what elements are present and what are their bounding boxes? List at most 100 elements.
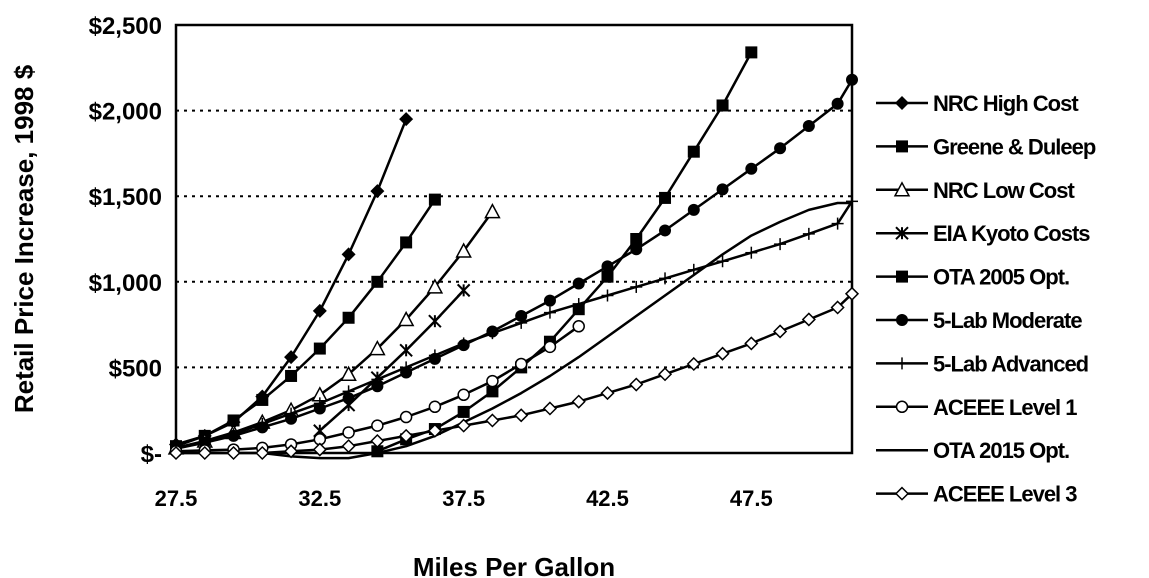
data-point — [486, 385, 499, 398]
data-point — [514, 408, 529, 423]
legend-marker — [894, 486, 910, 501]
legend-label: 5-Lab Advanced — [933, 351, 1088, 376]
data-point — [846, 195, 858, 208]
data-point — [342, 385, 355, 398]
data-point — [426, 278, 444, 294]
data-point — [284, 350, 299, 365]
data-point — [543, 340, 557, 354]
data-point — [455, 242, 472, 258]
data-point — [601, 270, 614, 283]
data-point — [846, 73, 858, 86]
y-axis-ticks: $- $500 $1,000 $1,500 $2,000 $2,500 — [89, 13, 162, 468]
data-point — [716, 183, 729, 196]
data-point — [486, 327, 499, 340]
legend-label: OTA 2005 Opt. — [933, 265, 1069, 290]
legend-marker — [895, 226, 909, 240]
legend-marker — [896, 357, 908, 370]
legend-label: ACEEE Level 3 — [933, 482, 1077, 507]
series-eia-kyoto-costs — [313, 283, 471, 438]
data-point — [744, 336, 759, 351]
data-point — [745, 162, 758, 175]
data-point — [227, 428, 240, 441]
data-point — [313, 397, 326, 410]
legend-marker — [895, 96, 909, 110]
data-point — [341, 439, 356, 454]
data-point — [399, 112, 414, 127]
y-tick-label: $- — [141, 441, 162, 468]
data-point — [428, 193, 441, 206]
data-point — [397, 310, 415, 327]
data-point — [601, 289, 614, 302]
series-line-greene-duleep — [175, 198, 436, 448]
data-point — [659, 191, 672, 204]
series-layer — [167, 46, 860, 461]
data-point — [168, 445, 184, 461]
data-point — [542, 401, 558, 416]
data-point — [687, 203, 700, 216]
legend-label: Greene & Duleep — [933, 134, 1096, 159]
data-point — [313, 342, 326, 355]
data-point — [657, 367, 673, 382]
data-point — [572, 277, 585, 290]
data-point — [716, 99, 729, 112]
series-aceee-level-3 — [168, 286, 860, 461]
data-point — [830, 300, 845, 315]
data-point — [312, 442, 327, 457]
data-point — [457, 405, 470, 418]
legend-marker — [896, 270, 908, 283]
data-point — [342, 311, 355, 324]
data-point — [342, 426, 355, 439]
data-point — [457, 337, 470, 350]
data-point — [629, 377, 644, 392]
series-5-lab-moderate — [170, 73, 858, 454]
data-point — [226, 445, 241, 461]
data-point — [773, 324, 788, 339]
data-point — [543, 306, 556, 319]
legend-marker — [896, 140, 908, 153]
data-point — [831, 97, 844, 110]
data-point — [369, 339, 386, 356]
legend-item-aceee-level-1: ACEEE Level 1 — [876, 395, 1078, 420]
data-point — [659, 224, 672, 237]
data-point — [572, 298, 585, 311]
y-tick-label: $500 — [109, 355, 162, 382]
legend-label: OTA 2015 Opt. — [933, 438, 1069, 463]
legend-item-nrc-low-cost: NRC Low Cost — [876, 178, 1076, 203]
data-point — [774, 142, 787, 155]
data-point — [515, 310, 528, 323]
legend-item-eia-kyoto-costs: EIA Kyoto Costs — [876, 221, 1091, 246]
data-point — [370, 433, 385, 449]
data-point — [370, 184, 385, 199]
legend-item-nrc-high-cost: NRC High Cost — [876, 91, 1080, 116]
legend: NRC High Cost Greene & Duleep NRC Low Cost… — [876, 91, 1097, 507]
data-point — [428, 400, 442, 414]
data-point — [428, 314, 442, 328]
series-5-lab-advanced — [170, 195, 858, 455]
data-point — [716, 255, 729, 268]
data-point — [543, 294, 556, 307]
y-tick-label: $2,000 — [89, 99, 162, 126]
x-axis-ticks: 27.5 32.5 37.5 42.5 47.5 — [155, 486, 773, 511]
data-point — [342, 392, 355, 405]
series-ota-2015-opt — [262, 201, 852, 460]
data-point — [427, 423, 442, 438]
data-point — [227, 414, 240, 427]
data-point — [571, 394, 586, 409]
legend-label: 5-Lab Moderate — [933, 308, 1082, 333]
legend-item-5-lab-moderate: 5-Lab Moderate — [876, 308, 1083, 333]
legend-label: NRC High Cost — [933, 91, 1079, 116]
data-point — [686, 356, 701, 372]
data-point — [774, 238, 787, 251]
data-point — [745, 46, 758, 59]
data-point — [312, 303, 327, 318]
data-point — [256, 417, 269, 430]
data-point — [485, 413, 500, 428]
x-tick-label: 32.5 — [298, 486, 341, 511]
data-point — [831, 217, 844, 230]
data-point — [371, 380, 384, 393]
data-point — [687, 145, 700, 158]
data-point — [340, 365, 357, 381]
data-point — [630, 243, 643, 256]
data-point — [285, 407, 298, 420]
